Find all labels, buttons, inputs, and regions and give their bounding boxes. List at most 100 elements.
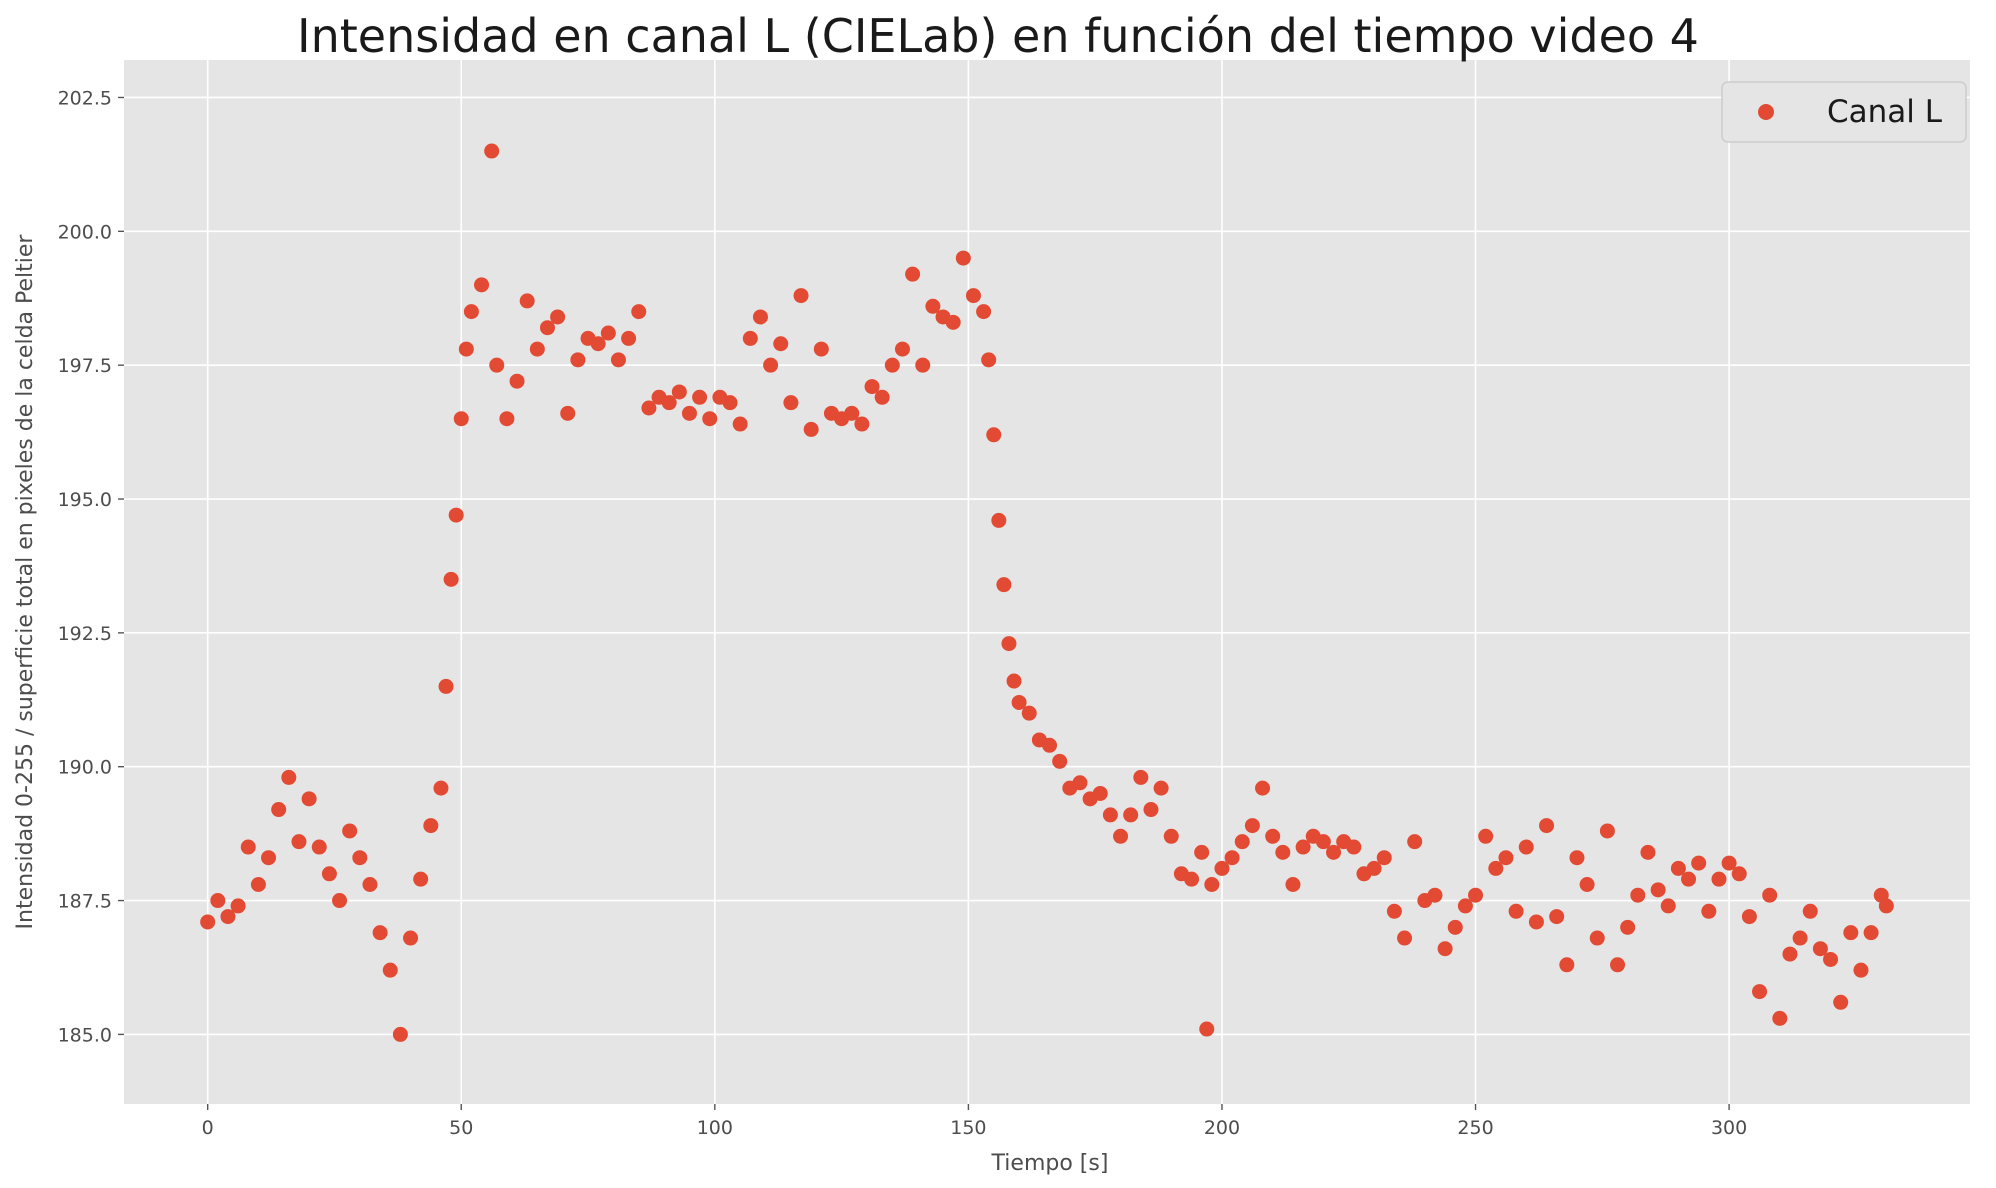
data-point xyxy=(1224,850,1240,866)
data-point xyxy=(1386,903,1402,919)
data-point xyxy=(1199,1021,1215,1037)
data-point xyxy=(1102,807,1118,823)
data-point xyxy=(600,325,616,341)
legend-marker xyxy=(1758,104,1774,120)
data-point xyxy=(311,839,327,855)
data-point xyxy=(1072,775,1088,791)
data-point xyxy=(271,802,287,818)
data-point xyxy=(1589,930,1605,946)
data-point xyxy=(1326,844,1342,860)
data-point xyxy=(230,898,246,914)
data-point xyxy=(1569,850,1585,866)
data-point xyxy=(352,850,368,866)
x-tick-label: 50 xyxy=(449,1117,473,1139)
x-axis-ticks: 0 50 100 150 200 250 300 xyxy=(202,1104,1747,1139)
data-point xyxy=(1255,780,1271,796)
data-point xyxy=(321,866,337,882)
data-point xyxy=(403,930,419,946)
data-point xyxy=(1792,930,1808,946)
data-point xyxy=(681,405,697,421)
data-point xyxy=(1701,903,1717,919)
data-point xyxy=(1508,903,1524,919)
data-point xyxy=(986,427,1002,443)
data-point xyxy=(955,250,971,266)
data-point xyxy=(448,507,464,523)
x-axis-label: Tiempo [s] xyxy=(991,1151,1109,1176)
data-point xyxy=(661,395,677,411)
x-tick-label: 300 xyxy=(1711,1117,1747,1139)
legend-label: Canal L xyxy=(1827,94,1943,130)
data-point xyxy=(1244,818,1260,834)
data-point xyxy=(854,416,870,432)
y-tick-label: 197.5 xyxy=(58,355,112,377)
data-point xyxy=(550,309,566,325)
data-point xyxy=(1315,834,1331,850)
data-point xyxy=(1691,855,1707,871)
data-point xyxy=(1366,860,1382,876)
data-point xyxy=(590,336,606,352)
data-point xyxy=(1052,753,1068,769)
data-point xyxy=(1802,903,1818,919)
data-point xyxy=(529,341,545,357)
data-point xyxy=(1194,844,1210,860)
data-point xyxy=(484,143,500,159)
data-point xyxy=(489,357,505,373)
data-point xyxy=(1011,694,1027,710)
data-point xyxy=(200,914,216,930)
data-point xyxy=(438,678,454,694)
data-point xyxy=(783,395,799,411)
data-point xyxy=(996,577,1012,593)
data-point xyxy=(793,288,809,304)
data-point xyxy=(1670,860,1686,876)
data-point xyxy=(1549,909,1565,925)
y-tick-label: 202.5 xyxy=(58,87,112,109)
data-point xyxy=(1042,737,1058,753)
data-point xyxy=(1741,909,1757,925)
data-point xyxy=(539,320,555,336)
data-point xyxy=(1153,780,1169,796)
x-tick-label: 100 xyxy=(697,1117,733,1139)
data-point xyxy=(1021,705,1037,721)
data-point xyxy=(763,357,779,373)
data-point xyxy=(1843,925,1859,941)
data-point xyxy=(1123,807,1139,823)
data-point xyxy=(1214,860,1230,876)
y-tick-label: 192.5 xyxy=(58,623,112,645)
data-point xyxy=(463,304,479,320)
data-point xyxy=(1437,941,1453,957)
data-point xyxy=(976,304,992,320)
data-point xyxy=(1457,898,1473,914)
data-point xyxy=(894,341,910,357)
data-point xyxy=(1376,850,1392,866)
data-point xyxy=(844,405,860,421)
data-point xyxy=(1823,951,1839,967)
data-point xyxy=(474,277,490,293)
data-point xyxy=(1528,914,1544,930)
data-point xyxy=(1599,823,1615,839)
data-point xyxy=(641,400,657,416)
data-point xyxy=(1812,941,1828,957)
data-point xyxy=(864,379,880,395)
data-point xyxy=(1204,876,1220,892)
data-point xyxy=(499,411,515,427)
y-tick-label: 200.0 xyxy=(58,221,112,243)
data-point xyxy=(1285,876,1301,892)
data-point xyxy=(1275,844,1291,860)
data-point xyxy=(884,357,900,373)
data-point xyxy=(291,834,307,850)
grid xyxy=(124,60,1970,1104)
data-point xyxy=(1559,957,1575,973)
data-point xyxy=(945,314,961,330)
data-point xyxy=(1113,828,1129,844)
data-point xyxy=(382,962,398,978)
data-point xyxy=(1539,818,1555,834)
data-point xyxy=(1721,855,1737,871)
x-tick-label: 200 xyxy=(1204,1117,1240,1139)
data-point xyxy=(1579,876,1595,892)
data-point xyxy=(742,330,758,346)
chart-title: Intensidad en canal L (CIELab) en funció… xyxy=(297,9,1699,63)
data-point xyxy=(702,411,718,427)
data-point xyxy=(1407,834,1423,850)
data-point xyxy=(509,373,525,389)
